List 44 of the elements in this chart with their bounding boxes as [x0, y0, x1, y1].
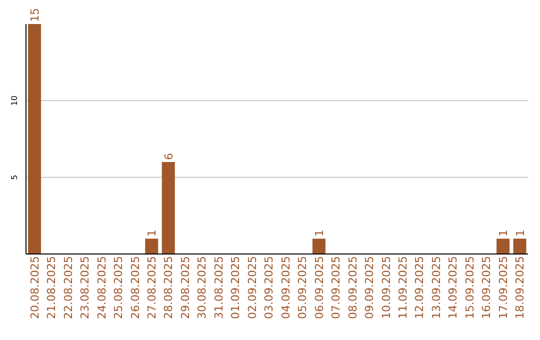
x-tick-label: 24.08.2025: [95, 256, 108, 319]
x-tick-label: 01.09.2025: [229, 256, 242, 319]
bar: [496, 238, 510, 254]
x-tick-label: 26.08.2025: [128, 256, 142, 319]
x-tick-label: 23.08.2025: [78, 256, 92, 319]
y-tick-label: 5: [10, 174, 19, 180]
bar: [513, 238, 526, 254]
x-tick-label: 09.09.2025: [363, 256, 376, 319]
data-label: 1: [514, 230, 527, 237]
bar: [162, 162, 175, 254]
x-tick-label: 07.09.2025: [330, 256, 343, 319]
x-tick-label: 10.09.2025: [380, 256, 393, 319]
data-label: 1: [146, 230, 159, 237]
x-tick-label: 16.09.2025: [480, 256, 494, 319]
x-tick-label: 17.09.2025: [496, 256, 510, 319]
x-tick-label: 30.08.2025: [196, 256, 209, 319]
x-tick-label: 14.09.2025: [446, 256, 460, 319]
x-tick-label: 25.08.2025: [112, 256, 126, 319]
x-tick-label: 05.09.2025: [296, 256, 310, 319]
data-label: 1: [312, 230, 326, 237]
bar: [312, 238, 326, 254]
x-tick-label: 06.09.2025: [312, 256, 326, 319]
x-tick-label: 02.09.2025: [246, 256, 259, 319]
x-tick-label: 12.09.2025: [413, 256, 426, 319]
x-tick-label: 31.08.2025: [212, 256, 226, 319]
x-tick-label: 20.08.2025: [28, 256, 42, 319]
data-label: 15: [28, 8, 42, 22]
x-tick-label: 18.09.2025: [514, 256, 527, 319]
x-tick-label: 28.08.2025: [162, 256, 176, 319]
x-tick-label: 04.09.2025: [279, 256, 292, 319]
x-tick-label: 03.09.2025: [262, 256, 276, 319]
data-label: 1: [497, 230, 510, 237]
bar: [28, 24, 41, 254]
x-tick-label: 22.08.2025: [62, 256, 75, 319]
x-tick-label: 27.08.2025: [146, 256, 158, 319]
bar: [145, 238, 158, 254]
x-tick-label: 08.09.2025: [346, 256, 360, 319]
x-tick-label: 15.09.2025: [463, 256, 476, 319]
x-tick-label: 13.09.2025: [430, 256, 443, 319]
x-tick-label: 29.08.2025: [178, 256, 192, 319]
x-tick-label: 21.08.2025: [45, 256, 58, 319]
y-tick-label: 10: [10, 96, 19, 106]
data-label: 6: [162, 153, 176, 160]
x-tick-label: 11.09.2025: [396, 256, 410, 319]
